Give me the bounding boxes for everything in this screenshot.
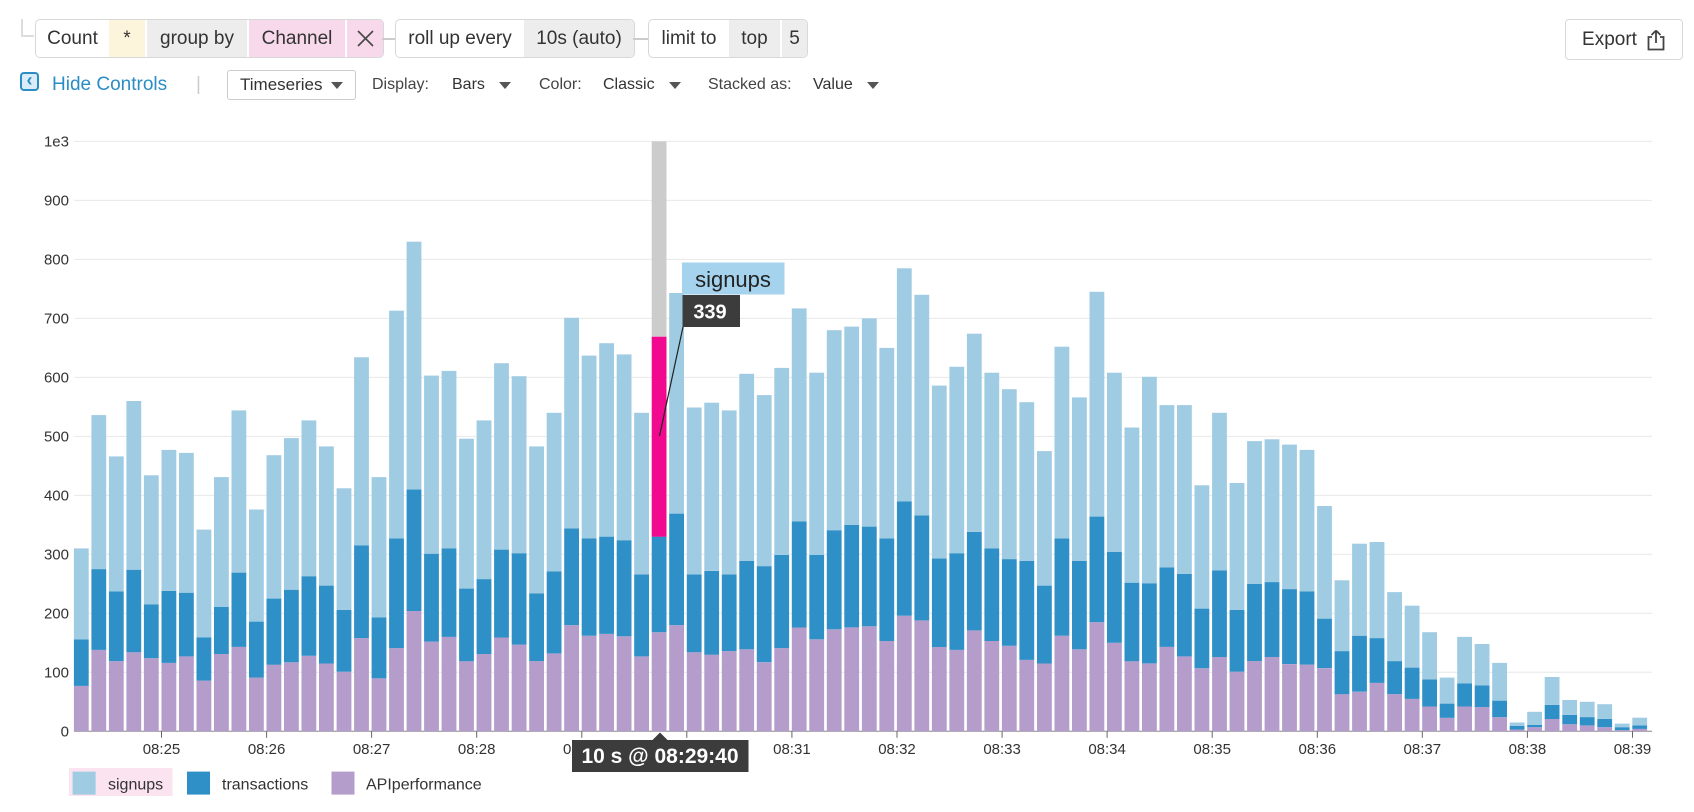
svg-text:700: 700 bbox=[44, 310, 69, 327]
svg-text:10 s @ 08:29:40: 10 s @ 08:29:40 bbox=[581, 745, 738, 768]
svg-text:08:25: 08:25 bbox=[143, 741, 181, 758]
svg-text:200: 200 bbox=[44, 605, 69, 622]
svg-text:0: 0 bbox=[61, 723, 69, 740]
svg-text:08:39: 08:39 bbox=[1614, 741, 1652, 758]
svg-text:339: 339 bbox=[693, 302, 726, 324]
svg-text:1e3: 1e3 bbox=[44, 133, 69, 150]
svg-text:08:38: 08:38 bbox=[1509, 741, 1547, 758]
svg-text:900: 900 bbox=[44, 192, 69, 209]
svg-text:08:28: 08:28 bbox=[458, 741, 496, 758]
svg-text:08:34: 08:34 bbox=[1088, 741, 1126, 758]
svg-text:08:35: 08:35 bbox=[1193, 741, 1231, 758]
svg-text:300: 300 bbox=[44, 546, 69, 563]
svg-text:600: 600 bbox=[44, 369, 69, 386]
svg-text:800: 800 bbox=[44, 251, 69, 268]
svg-text:08:32: 08:32 bbox=[878, 741, 916, 758]
svg-text:08:31: 08:31 bbox=[773, 741, 811, 758]
svg-text:APIperformance: APIperformance bbox=[366, 777, 482, 794]
svg-text:500: 500 bbox=[44, 428, 69, 445]
svg-text:08:37: 08:37 bbox=[1404, 741, 1442, 758]
svg-text:signups: signups bbox=[695, 267, 771, 292]
svg-text:400: 400 bbox=[44, 487, 69, 504]
svg-text:signups: signups bbox=[108, 777, 163, 794]
svg-text:100: 100 bbox=[44, 664, 69, 681]
svg-text:08:26: 08:26 bbox=[248, 741, 286, 758]
svg-text:transactions: transactions bbox=[222, 777, 308, 794]
svg-text:08:33: 08:33 bbox=[983, 741, 1021, 758]
svg-text:08:36: 08:36 bbox=[1299, 741, 1337, 758]
svg-text:08:27: 08:27 bbox=[353, 741, 391, 758]
